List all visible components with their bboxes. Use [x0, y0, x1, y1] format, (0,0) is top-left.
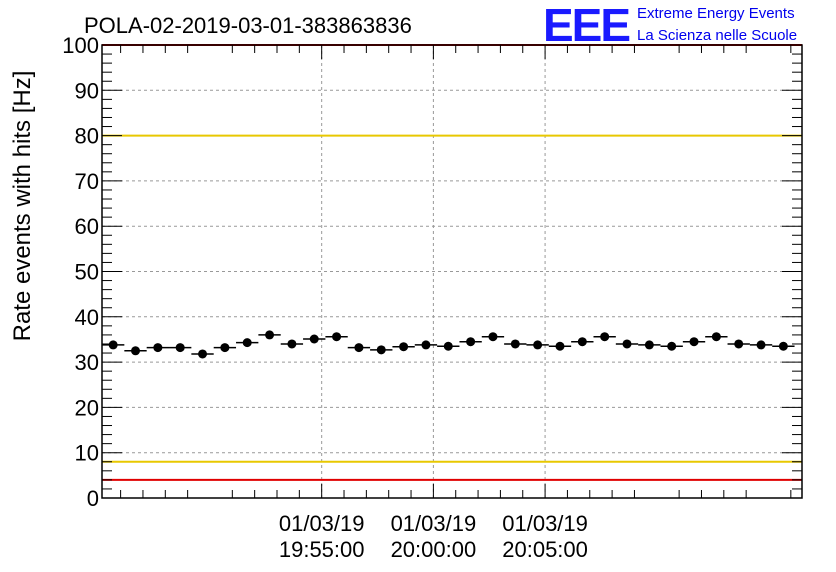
- data-point: [309, 334, 319, 344]
- data-point: [131, 346, 141, 356]
- y-tick-label: 90: [75, 78, 99, 103]
- data-point: [577, 337, 587, 347]
- reference-lines: [102, 44, 802, 481]
- y-tick-label: 60: [75, 214, 99, 239]
- data-point: [332, 332, 342, 342]
- x-tick-label-time: 19:55:00: [279, 537, 365, 562]
- data-point: [667, 341, 677, 351]
- y-tick-label: 80: [75, 124, 99, 149]
- y-tick-label: 50: [75, 260, 99, 285]
- data-point: [108, 340, 118, 350]
- data-point: [443, 341, 453, 351]
- x-tick-label-date: 01/03/19: [391, 511, 477, 536]
- axis-tick-labels: 010203040506070809010001/03/1919:55:0001…: [62, 33, 588, 562]
- data-point: [376, 345, 386, 355]
- data-point: [421, 340, 431, 350]
- y-tick-label: 40: [75, 305, 99, 330]
- data-point: [644, 340, 654, 350]
- x-tick-label-time: 20:00:00: [391, 537, 477, 562]
- data-point: [399, 342, 409, 352]
- grid: [102, 45, 802, 498]
- data-point: [734, 339, 744, 349]
- y-axis-label: Rate events with hits [Hz]: [9, 71, 36, 342]
- axis-ticks: [102, 44, 802, 499]
- data-point: [242, 338, 252, 348]
- data-point: [533, 340, 543, 350]
- data-point: [466, 337, 476, 347]
- data-point: [510, 339, 520, 349]
- data-point: [756, 340, 766, 350]
- x-tick-label-date: 01/03/19: [502, 511, 588, 536]
- data-point: [689, 337, 699, 347]
- logo-letters: EEE: [543, 0, 629, 51]
- data-point: [488, 332, 498, 342]
- data-point: [175, 343, 185, 353]
- y-tick-label: 100: [62, 33, 99, 58]
- data-point: [287, 339, 297, 349]
- data-point: [622, 339, 632, 349]
- y-tick-label: 0: [87, 486, 99, 511]
- eee-logo: EEE Extreme Energy Events La Scienza nel…: [543, 0, 797, 51]
- data-point: [354, 343, 364, 353]
- logo-line-1: Extreme Energy Events: [637, 5, 795, 22]
- data-point: [220, 343, 230, 353]
- data-point: [711, 332, 721, 342]
- x-tick-label-time: 20:05:00: [502, 537, 588, 562]
- x-tick-label-date: 01/03/19: [279, 511, 365, 536]
- logo-line-2: La Scienza nelle Scuole: [637, 27, 797, 44]
- data-point: [778, 341, 788, 351]
- y-tick-label: 10: [75, 441, 99, 466]
- y-tick-label: 30: [75, 350, 99, 375]
- data-point: [153, 343, 163, 353]
- data-series: [102, 330, 795, 359]
- y-tick-label: 20: [75, 395, 99, 420]
- data-point: [265, 330, 275, 340]
- data-point: [555, 341, 565, 351]
- data-point: [600, 332, 610, 342]
- y-tick-label: 70: [75, 169, 99, 194]
- chart-title: POLA-02-2019-03-01-383863836: [84, 13, 412, 38]
- data-point: [198, 349, 208, 359]
